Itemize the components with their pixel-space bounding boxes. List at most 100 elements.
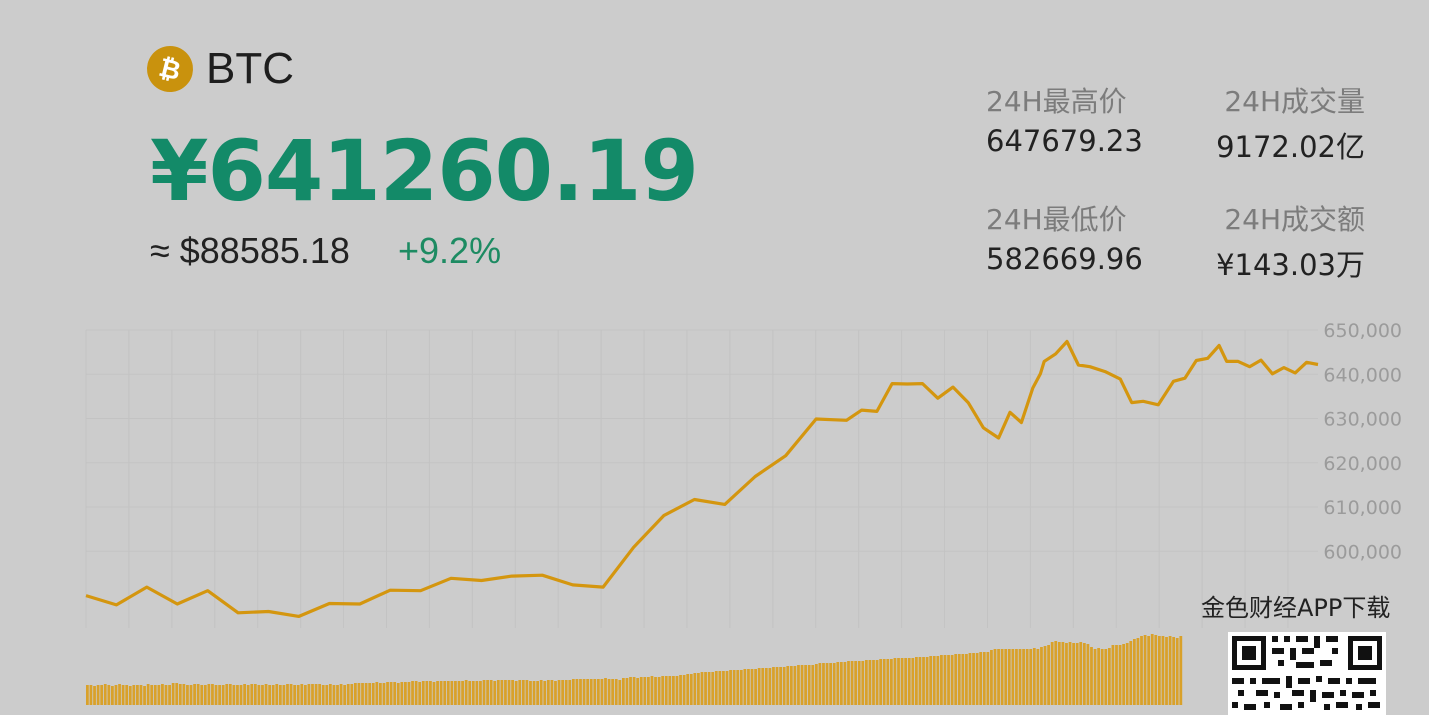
price-usd: ≈ $88585.18 <box>150 230 350 271</box>
volume-bar <box>782 667 786 705</box>
volume-bar <box>250 684 254 705</box>
volume-bar <box>704 672 707 705</box>
volume-bar <box>157 685 161 705</box>
volume-bar <box>654 677 657 705</box>
volume-bar <box>675 676 679 705</box>
volume-bar <box>414 681 418 705</box>
volume-bar <box>475 681 479 705</box>
volume-bar <box>1029 649 1033 705</box>
volume-bar <box>543 681 547 705</box>
volume-bar <box>604 678 607 705</box>
volume-bar <box>168 685 171 705</box>
qr-code-icon[interactable] <box>1228 632 1386 715</box>
volume-bar <box>639 677 643 705</box>
volume-bar <box>568 680 572 705</box>
volume-bar <box>379 683 382 705</box>
volume-bar <box>207 684 211 705</box>
volume-bar <box>1172 637 1176 705</box>
volume-bar <box>268 685 272 705</box>
volume-bar <box>554 681 557 705</box>
volume-bar <box>739 670 743 705</box>
volume-bar <box>161 684 164 705</box>
volume-bar <box>375 682 379 705</box>
volume-bar <box>911 658 915 705</box>
volume-bar <box>1036 649 1040 705</box>
volume-bar <box>443 681 447 705</box>
volume-bar <box>1136 638 1140 705</box>
volume-bar <box>425 681 429 705</box>
volume-bar <box>1097 648 1101 705</box>
volume-bar <box>579 679 582 705</box>
volume-bar <box>479 681 482 705</box>
volume-bar <box>318 684 322 705</box>
y-tick-label: 600,000 <box>1323 541 1402 563</box>
volume-bar <box>986 652 990 705</box>
volume-bar <box>993 649 997 705</box>
volume-bar <box>861 661 865 705</box>
volume-bar <box>321 685 325 705</box>
volume-bar <box>432 682 436 705</box>
volume-bar <box>511 680 514 705</box>
volume-bar <box>411 681 414 705</box>
volume-bar <box>521 680 525 705</box>
volume-bar <box>625 678 629 705</box>
volume-bar <box>632 677 636 705</box>
volume-bar <box>382 683 386 705</box>
volume-bar <box>947 655 950 705</box>
volume-bar <box>228 684 232 705</box>
volume-bar <box>300 684 304 705</box>
volume-bar <box>371 683 375 705</box>
volume-bar <box>593 679 597 705</box>
price-change: +9.2% <box>398 230 502 271</box>
volume-bar <box>454 681 457 705</box>
volume-bar <box>893 658 897 705</box>
y-tick-label: 640,000 <box>1323 364 1402 386</box>
low-value: 582669.96 <box>986 242 1143 276</box>
volume-bar <box>211 684 214 705</box>
volume-bar <box>368 683 372 705</box>
volume-bar <box>446 681 450 705</box>
volume-bar <box>561 680 565 705</box>
volume-bar <box>829 663 833 705</box>
volume-bar <box>1043 646 1047 705</box>
volume-bar <box>289 684 293 705</box>
volume-bar <box>518 680 522 705</box>
volume-bar <box>1040 647 1043 705</box>
volume-bar <box>904 658 908 705</box>
volume-bar <box>239 685 243 705</box>
volume-bar <box>925 657 929 705</box>
y-tick-label: 610,000 <box>1323 497 1402 519</box>
volume-bar <box>293 685 297 705</box>
volume-bar <box>879 659 883 705</box>
volume-bar <box>804 665 807 705</box>
volume-bar <box>100 685 104 705</box>
volume-bar <box>121 685 125 705</box>
y-tick-label: 620,000 <box>1323 453 1402 475</box>
high-value: 647679.23 <box>986 124 1143 158</box>
volume-bar <box>507 680 511 705</box>
volume-bar <box>943 655 947 705</box>
volume-bar <box>957 654 961 705</box>
volume-bar <box>550 680 554 705</box>
volume-bar <box>1050 642 1054 705</box>
volume-bar <box>450 681 454 705</box>
volume-bar <box>975 653 979 705</box>
volume-bar <box>354 683 357 705</box>
volume-bar <box>697 673 700 705</box>
volume-bar <box>182 684 186 705</box>
volume-bar <box>936 656 940 705</box>
volume-bar <box>707 672 711 705</box>
volume-bar <box>847 661 850 705</box>
volume-bar <box>954 654 958 705</box>
volume-bar <box>668 676 672 705</box>
volume-bar <box>186 685 189 705</box>
volume-bar <box>600 679 604 705</box>
volume-bar <box>471 681 475 705</box>
volume-bar <box>257 685 261 705</box>
coin-symbol: BTC <box>206 44 294 93</box>
volume-bar <box>111 686 114 705</box>
volume-bar <box>164 685 168 705</box>
volume-bar <box>1061 642 1065 705</box>
volume-bar <box>232 685 236 705</box>
volume-bar <box>175 683 179 705</box>
